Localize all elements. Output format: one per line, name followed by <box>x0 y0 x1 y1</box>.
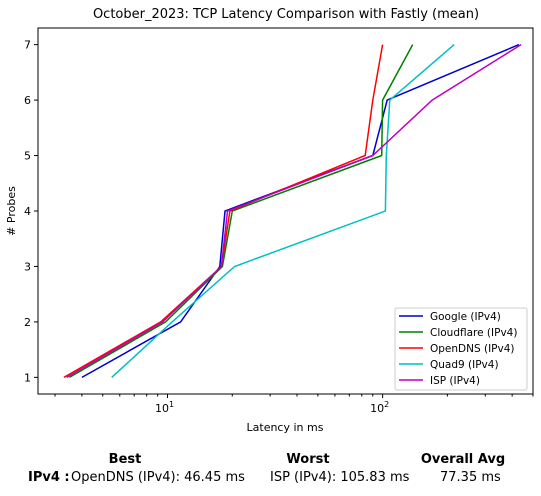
chart-title: October_2023: TCP Latency Comparison wit… <box>93 7 479 22</box>
y-tick-label: 4 <box>24 205 31 218</box>
y-tick-label: 7 <box>24 39 31 52</box>
y-axis-label: # Probes <box>5 186 18 236</box>
overall-avg-header: Overall Avg <box>420 452 506 467</box>
series-line <box>69 44 414 379</box>
y-tick-label: 6 <box>24 94 31 107</box>
best-header: Best <box>108 452 142 467</box>
x-axis-ticks: 101 102 <box>54 394 534 415</box>
y-tick-label: 1 <box>24 371 31 384</box>
worst-value: ISP (IPv4): 105.83 ms <box>270 470 410 485</box>
summary-table: Best Worst Overall Avg IPv4 : OpenDNS (I… <box>0 448 541 496</box>
legend: Google (IPv4) Cloudflare (IPv4) OpenDNS (I… <box>394 307 528 391</box>
y-tick-label: 2 <box>24 316 31 329</box>
legend-label: Quad9 (IPv4) <box>430 359 499 371</box>
legend-label: ISP (IPv4) <box>430 375 480 387</box>
series-line <box>111 44 455 378</box>
legend-label: OpenDNS (IPv4) <box>430 343 515 355</box>
x-axis-label: Latency in ms <box>247 421 324 434</box>
series-line <box>81 43 520 379</box>
best-value: OpenDNS (IPv4): 46.45 ms <box>71 470 245 485</box>
y-tick-label: 5 <box>24 150 31 163</box>
series-line <box>63 44 384 379</box>
worst-header: Worst <box>286 452 330 467</box>
legend-label: Cloudflare (IPv4) <box>430 327 517 339</box>
x-tick-label: 102 <box>370 400 389 415</box>
x-tick-label: 101 <box>155 400 174 415</box>
overall-avg-value: 77.35 ms <box>440 470 501 485</box>
legend-label: Google (IPv4) <box>430 311 501 323</box>
legend-frame <box>394 307 528 391</box>
ipv4-row-label: IPv4 : <box>28 470 70 485</box>
series-line <box>66 43 522 379</box>
series-lines <box>63 43 522 379</box>
latency-chart: October_2023: TCP Latency Comparison wit… <box>5 7 534 434</box>
y-tick-label: 3 <box>24 260 31 273</box>
y-axis-ticks: 1 2 3 4 5 6 7 <box>24 39 38 384</box>
